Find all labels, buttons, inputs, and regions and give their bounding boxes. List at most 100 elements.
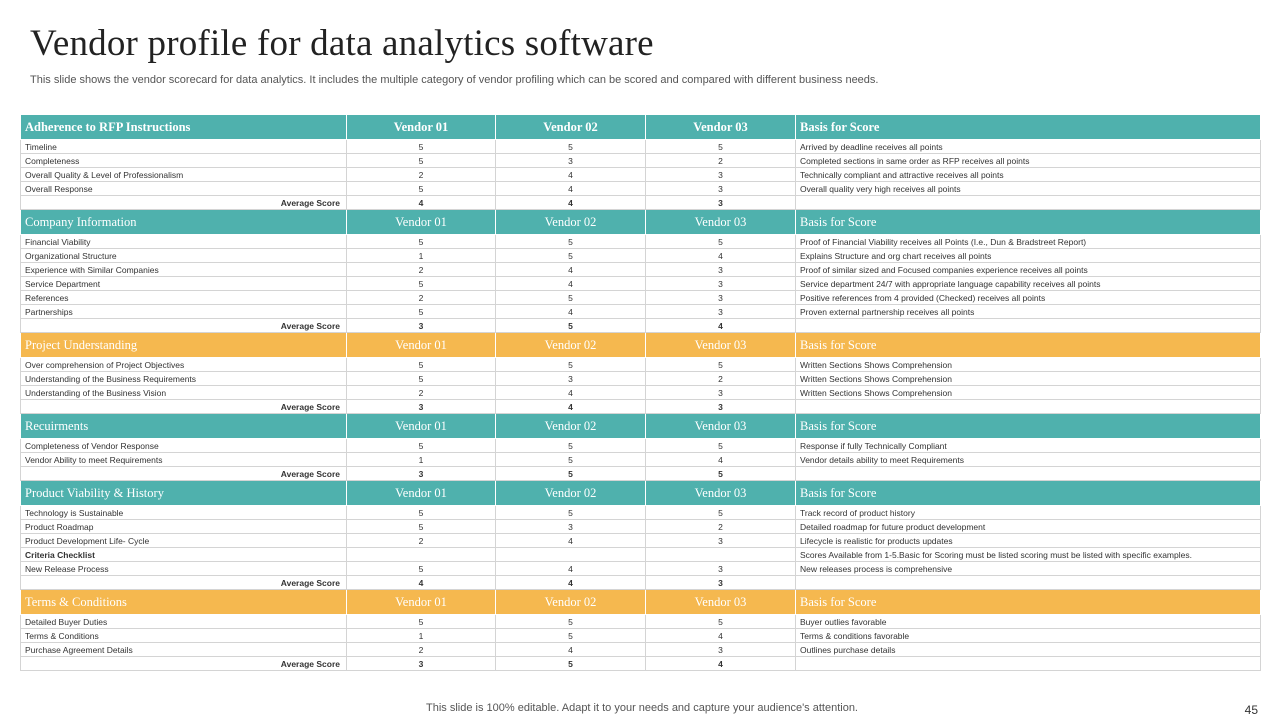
criteria-cell: Organizational Structure xyxy=(20,248,347,263)
basis-cell: Written Sections Shows Comprehension xyxy=(795,371,1261,386)
basis-header: Basis for Score xyxy=(795,589,1261,615)
basis-cell: Arrived by deadline receives all points xyxy=(795,139,1261,154)
vendor-03-average: 4 xyxy=(645,656,796,671)
section-header-row: Terms & Conditions Vendor 01 Vendor 02 Vend… xyxy=(20,589,1261,615)
table-row: Vendor Ability to meet Requirements 1 5 4 Ve… xyxy=(20,452,1261,467)
vendor-02-header: Vendor 02 xyxy=(495,589,646,615)
section-header-row: Project Understanding Vendor 01 Vendor 02 V… xyxy=(20,332,1261,358)
vendor-03-score: 3 xyxy=(645,304,796,319)
basis-cell: Written Sections Shows Comprehension xyxy=(795,385,1261,400)
average-score-label: Average Score xyxy=(20,195,347,210)
criteria-cell: References xyxy=(20,290,347,305)
vendor-03-score: 3 xyxy=(645,290,796,305)
vendor-02-score: 4 xyxy=(495,167,646,182)
basis-cell: Vendor details ability to meet Requireme… xyxy=(795,452,1261,467)
vendor-02-score: 5 xyxy=(495,452,646,467)
vendor-02-score: 5 xyxy=(495,234,646,249)
average-score-row: Average Score 3 5 4 xyxy=(20,656,1261,671)
vendor-01-score: 5 xyxy=(346,505,496,520)
page-title: Vendor profile for data analytics softwa… xyxy=(30,23,654,64)
empty-cell xyxy=(795,466,1261,481)
vendor-01-header: Vendor 01 xyxy=(346,413,496,439)
empty-cell xyxy=(795,575,1261,590)
table-row: Completeness of Vendor Response 5 5 5 Respon… xyxy=(20,438,1261,453)
vendor-01-header: Vendor 01 xyxy=(346,589,496,615)
criteria-cell: Detailed Buyer Duties xyxy=(20,614,347,629)
section-header-row: Recuirments Vendor 01 Vendor 02 Vendor 03 Ba… xyxy=(20,413,1261,439)
criteria-cell: Experience with Similar Companies xyxy=(20,262,347,277)
basis-header: Basis for Score xyxy=(795,480,1261,506)
vendor-03-score: 3 xyxy=(645,385,796,400)
section-title: Terms & Conditions xyxy=(20,589,347,615)
vendor-03-average: 5 xyxy=(645,466,796,481)
vendor-03-score: 5 xyxy=(645,139,796,154)
vendor-02-header: Vendor 02 xyxy=(495,114,646,140)
average-score-row: Average Score 3 4 3 xyxy=(20,399,1261,414)
vendor-02-score: 5 xyxy=(495,248,646,263)
section-title: Recuirments xyxy=(20,413,347,439)
vendor-01-score: 2 xyxy=(346,533,496,548)
vendor-01-score: 5 xyxy=(346,357,496,372)
empty-cell xyxy=(795,399,1261,414)
table-row: Overall Quality & Level of Professionali… xyxy=(20,167,1261,182)
criteria-cell: Completeness xyxy=(20,153,347,168)
vendor-03-score: 3 xyxy=(645,262,796,277)
vendor-01-score: 5 xyxy=(346,519,496,534)
basis-header: Basis for Score xyxy=(795,413,1261,439)
page-subtitle: This slide shows the vendor scorecard fo… xyxy=(30,74,879,86)
basis-cell: Track record of product history xyxy=(795,505,1261,520)
table-row: Overall Response 5 4 3 Overall quality very … xyxy=(20,181,1261,196)
vendor-03-score: 3 xyxy=(645,181,796,196)
basis-cell: Positive references from 4 provided (Che… xyxy=(795,290,1261,305)
vendor-01-score: 5 xyxy=(346,234,496,249)
vendor-01-average: 3 xyxy=(346,318,496,333)
vendor-02-score: 5 xyxy=(495,614,646,629)
vendor-02-score: 4 xyxy=(495,262,646,277)
vendor-03-average: 3 xyxy=(645,195,796,210)
vendor-02-score: 5 xyxy=(495,139,646,154)
vendor-02-score: 4 xyxy=(495,385,646,400)
basis-cell: Detailed roadmap for future product deve… xyxy=(795,519,1261,534)
criteria-cell: Product Development Life- Cycle xyxy=(20,533,347,548)
table-row: Over comprehension of Project Objectives… xyxy=(20,357,1261,372)
basis-header: Basis for Score xyxy=(795,114,1261,140)
criteria-cell: Completeness of Vendor Response xyxy=(20,438,347,453)
vendor-03-header: Vendor 03 xyxy=(645,332,796,358)
vendor-03-average: 3 xyxy=(645,575,796,590)
table-row: Detailed Buyer Duties 5 5 5 Buyer outlies fa… xyxy=(20,614,1261,629)
criteria-cell: Financial Viability xyxy=(20,234,347,249)
vendor-01-header: Vendor 01 xyxy=(346,332,496,358)
average-score-label: Average Score xyxy=(20,318,347,333)
vendor-01-average: 3 xyxy=(346,399,496,414)
vendor-01-score: 5 xyxy=(346,561,496,576)
table-row: Financial Viability 5 5 5 Proof of Financial… xyxy=(20,234,1261,249)
table-row: Service Department 5 4 3 Service department … xyxy=(20,276,1261,291)
table-row: Technology is Sustainable 5 5 5 Track record… xyxy=(20,505,1261,520)
table-row: Purchase Agreement Details 2 4 3 Outlines pu… xyxy=(20,642,1261,657)
basis-cell: Explains Structure and org chart receive… xyxy=(795,248,1261,263)
vendor-01-score: 2 xyxy=(346,385,496,400)
basis-cell: Written Sections Shows Comprehension xyxy=(795,357,1261,372)
basis-cell: Technically compliant and attractive rec… xyxy=(795,167,1261,182)
vendor-02-score: 5 xyxy=(495,290,646,305)
average-score-row: Average Score 4 4 3 xyxy=(20,575,1261,590)
vendor-03-score: 2 xyxy=(645,153,796,168)
vendor-01-header: Vendor 01 xyxy=(346,114,496,140)
criteria-cell: Timeline xyxy=(20,139,347,154)
table-row: Understanding of the Business Requiremen… xyxy=(20,371,1261,386)
vendor-03-score: 3 xyxy=(645,276,796,291)
page-number: 45 xyxy=(1244,703,1258,717)
vendor-02-score: 4 xyxy=(495,642,646,657)
vendor-02-average: 5 xyxy=(495,656,646,671)
vendor-03-score: 5 xyxy=(645,234,796,249)
vendor-02-score: 4 xyxy=(495,561,646,576)
basis-cell: Overall quality very high receives all p… xyxy=(795,181,1261,196)
vendor-02-average: 4 xyxy=(495,195,646,210)
vendor-03-score: 4 xyxy=(645,628,796,643)
criteria-cell: Understanding of the Business Vision xyxy=(20,385,347,400)
table-row: Product Roadmap 5 3 2 Detailed roadmap for f… xyxy=(20,519,1261,534)
table-row: New Release Process 5 4 3 New releases proce… xyxy=(20,561,1261,576)
table-row: Terms & Conditions 1 5 4 Terms & conditions … xyxy=(20,628,1261,643)
vendor-01-score: 2 xyxy=(346,167,496,182)
section-header-row: Adherence to RFP Instructions Vendor 01 Ve… xyxy=(20,114,1261,140)
